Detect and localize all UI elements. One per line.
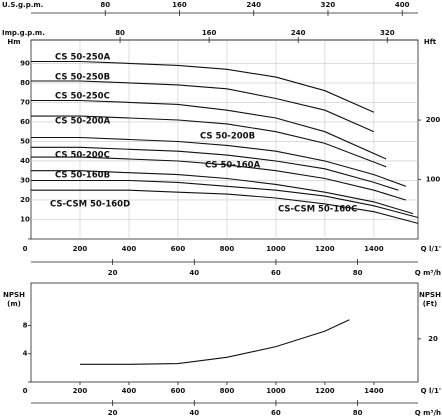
x-tick-label: 600 (171, 245, 186, 253)
curve (31, 136, 406, 187)
secondary-axis-label: U.S.g.p.m. (2, 1, 43, 9)
curve-label: CS 50-250B (55, 73, 110, 83)
curve-label: CS 50-200B (200, 132, 255, 142)
curve (31, 170, 414, 215)
secondary-tick-label: 320 (321, 1, 336, 9)
y-tick-label: 80 (20, 79, 30, 87)
curve-label: CS 50-250A (55, 53, 111, 63)
curve (31, 189, 419, 224)
x-tick-label: 1000 (266, 387, 286, 395)
curve (31, 60, 375, 113)
secondary-tick-label: 80 (115, 29, 125, 37)
y2-axis-label: NPSH (419, 291, 441, 299)
y-axis-label: (m) (7, 300, 21, 308)
secondary-tick-label: 320 (380, 29, 395, 37)
secondary-tick-label: 40 (189, 269, 199, 277)
x-tick-label: 400 (122, 387, 137, 395)
plot-area (30, 282, 419, 383)
curve (31, 80, 375, 133)
y-tick-label: 8 (23, 321, 28, 329)
y-tick-label: 60 (20, 118, 30, 126)
x-tick-label: 600 (171, 387, 186, 395)
curve (80, 319, 350, 365)
secondary-tick-label: 80 (100, 1, 110, 9)
x-tick-label: 1400 (364, 387, 384, 395)
secondary-tick-label: 240 (246, 1, 261, 9)
y2-axis-label: (Ft) (423, 300, 438, 308)
plot-area (30, 39, 419, 240)
secondary-axis-label: Q m³/h (415, 269, 441, 277)
secondary-tick-label: 60 (271, 409, 281, 417)
curve-label: CS-CSM 50-160C (278, 205, 357, 215)
curve-label: CS 50-200C (55, 151, 110, 161)
x-axis-label: Q l/1' (421, 387, 441, 395)
y-tick-label: 40 (20, 157, 30, 165)
curve-label: CS 50-160A (205, 161, 261, 171)
x-axis-label: Q l/1' (421, 245, 441, 253)
y-tick-label: 70 (20, 98, 30, 106)
secondary-axis-label: Q m³/h (415, 409, 441, 417)
x-tick-label: 800 (220, 245, 235, 253)
curve (31, 146, 399, 191)
secondary-axis-label: Imp.g.p.m. (2, 29, 45, 37)
y-tick-label: 20 (20, 196, 30, 204)
x-tick-label: 1400 (364, 245, 384, 253)
y-tick-label: 90 (20, 59, 30, 67)
secondary-tick-label: 80 (353, 269, 363, 277)
curve (31, 115, 387, 168)
secondary-tick-label: 160 (172, 1, 187, 9)
y2-tick-label: 200 (426, 116, 441, 124)
curve-label: CS 50-250C (55, 92, 110, 102)
y-tick-label: 0 (23, 387, 28, 395)
x-tick-label: 800 (220, 387, 235, 395)
y2-tick-label: 20 (428, 335, 438, 343)
secondary-tick-label: 20 (108, 269, 118, 277)
y-tick-label: 50 (20, 137, 30, 145)
curve-label: CS-CSM 50-160D (50, 200, 130, 210)
x-tick-label: 200 (73, 387, 88, 395)
y-axis-label: Hm (7, 38, 20, 46)
secondary-tick-label: 60 (271, 269, 281, 277)
secondary-tick-label: 160 (202, 29, 217, 37)
y-tick-label: 10 (20, 215, 30, 223)
curve (31, 179, 419, 219)
y-tick-label: 30 (20, 176, 30, 184)
x-tick-label: 1000 (266, 245, 286, 253)
y-tick-label: 0 (23, 245, 28, 253)
secondary-tick-label: 20 (108, 409, 118, 417)
x-tick-label: 1200 (315, 245, 335, 253)
secondary-tick-label: 400 (395, 1, 410, 9)
curve-label: CS 50-200A (55, 117, 111, 127)
secondary-tick-label: 240 (291, 29, 306, 37)
y-axis-label: NPSH (3, 291, 25, 299)
secondary-tick-label: 40 (189, 409, 199, 417)
x-tick-label: 200 (73, 245, 88, 253)
x-tick-label: 1200 (315, 387, 335, 395)
y2-tick-label: 100 (426, 176, 441, 184)
curve-label: CS 50-160B (55, 171, 110, 181)
x-tick-label: 400 (122, 245, 137, 253)
y-tick-label: 4 (23, 350, 28, 358)
y2-axis-label: Hft (424, 38, 437, 46)
curve (31, 99, 387, 160)
secondary-tick-label: 80 (353, 409, 363, 417)
curve (31, 156, 406, 201)
